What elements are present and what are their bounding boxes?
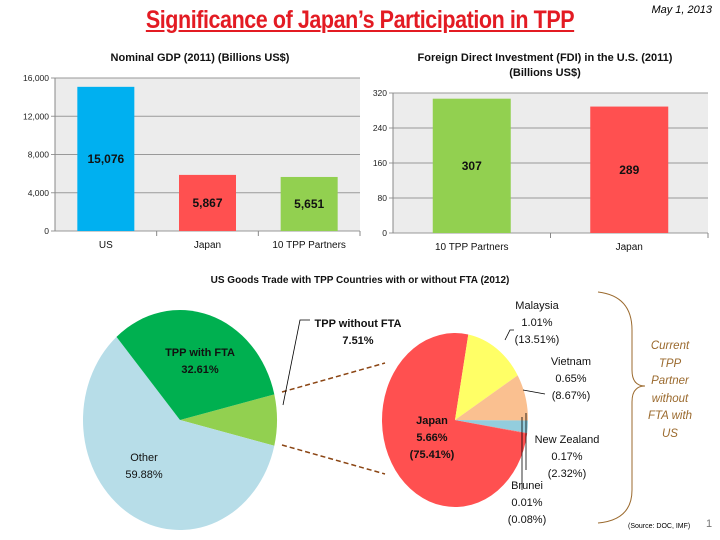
gdp-bar [280, 176, 338, 231]
gdp-tick-label: 16,000 [23, 73, 49, 83]
malaysia-label: (13.51%) [515, 334, 560, 346]
brunei-label: 0.01% [511, 497, 542, 509]
fdi-tick-label: 160 [373, 158, 387, 168]
other-label: Other [130, 452, 158, 464]
trade-pie-slice-other [82, 336, 275, 531]
fdi-data-label: 307 [462, 159, 482, 173]
bracket-label: Current TPP Partner without FTA with US [647, 340, 693, 440]
gdp-category-label: 10 TPP Partners [272, 240, 346, 251]
tpp-pie-slice-japan [381, 333, 528, 507]
tpp-pie-slice-malaysia [455, 334, 518, 420]
fdi-tick-label: 240 [373, 123, 387, 133]
fdi-category-label: 10 TPP Partners [435, 242, 509, 253]
fdi-bar [590, 106, 669, 233]
gdp-category-label: Japan [194, 240, 221, 251]
malaysia-label: Malaysia [515, 300, 559, 312]
gdp-tick-label: 0 [44, 226, 49, 236]
brace-icon [597, 291, 646, 524]
fdi-tick-label: 0 [382, 228, 387, 238]
gdp-data-label: 5,867 [192, 196, 222, 210]
source-note: (Source: DOC, IMF) [628, 523, 691, 530]
trade-pie-slice-tpp-with-fta [116, 310, 275, 420]
slide-title: Significance of Japan’s Participation in… [145, 6, 575, 34]
leader-line [282, 319, 310, 406]
gdp-tick-label: 12,000 [23, 111, 49, 121]
gdp-data-label: 15,076 [87, 152, 124, 166]
connector-line [281, 444, 386, 475]
trade-pie-slice-tpp-without-fta [180, 394, 277, 446]
gdp-bar [179, 174, 236, 231]
gdp-chart-title: Nominal GDP (2011) (Billions US$) [110, 52, 290, 64]
vietnam-label: 0.65% [555, 373, 586, 385]
date: May 1, 2013 [651, 4, 712, 16]
japan-label: Japan [416, 415, 448, 427]
connector-line [281, 362, 386, 393]
new-zealand-label: 0.17% [551, 451, 582, 463]
trade-chart-title: US Goods Trade with TPP Countries with o… [210, 275, 510, 286]
tpp-with-fta-label: TPP with FTA [165, 347, 235, 359]
gdp-data-label: 5,651 [294, 197, 324, 211]
other-label: 59.88% [125, 469, 163, 481]
brunei-label: (0.08%) [508, 514, 547, 526]
new-zealand-label: (2.32%) [548, 468, 587, 480]
tpp-pie-slice-new-zealand [455, 420, 528, 434]
japan-label: 5.66% [416, 432, 447, 444]
fdi-data-label: 289 [619, 163, 639, 177]
tpp-pie-slice-vietnam [455, 375, 528, 421]
gdp-tick-label: 4,000 [28, 188, 50, 198]
vietnam-label: (8.67%) [552, 390, 591, 402]
fdi-tick-label: 320 [373, 88, 387, 98]
tpp-pie-slice-brunei [455, 420, 528, 434]
gdp-category-label: US [99, 240, 113, 251]
fdi-category-label: Japan [616, 242, 643, 253]
fdi-tick-label: 80 [378, 193, 388, 203]
fdi-chart-title: Foreign Direct Investment (FDI) in the U… [417, 52, 673, 64]
malaysia-label: 1.01% [521, 317, 552, 329]
tpp-without-fta-label: 7.51% [342, 335, 373, 347]
fdi-chart-subtitle: (Billions US$) [509, 67, 581, 79]
japan-label: (75.41%) [410, 449, 455, 461]
gdp-tick-label: 8,000 [28, 150, 50, 160]
gdp-bar [77, 86, 135, 231]
tpp-without-fta-label: TPP without FTA [315, 318, 402, 330]
vietnam-label: Vietnam [551, 356, 591, 368]
leader-line [522, 389, 546, 395]
page-number: 1 [706, 518, 713, 530]
brunei-label: Brunei [511, 480, 543, 492]
tpp-with-fta-label: 32.61% [181, 364, 219, 376]
leader-line [504, 329, 514, 341]
fdi-bar [432, 98, 511, 233]
new-zealand-label: New Zealand [535, 434, 600, 446]
